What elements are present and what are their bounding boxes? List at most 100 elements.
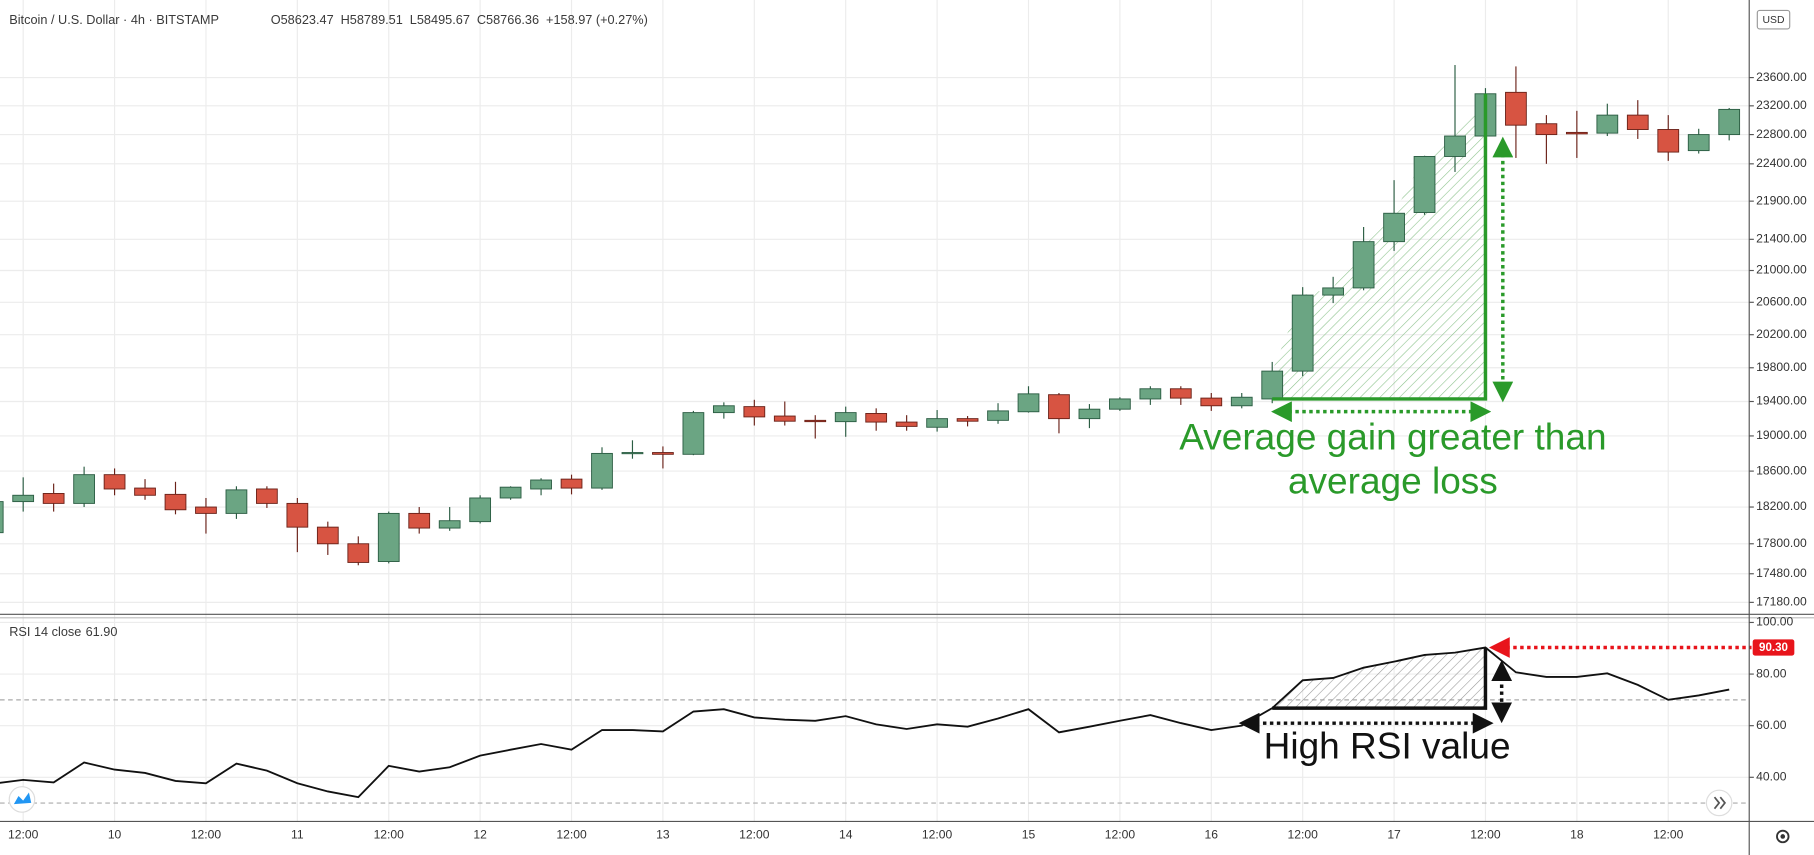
x-tick-label: 16	[1205, 828, 1219, 842]
x-tick-label: 14	[839, 828, 853, 842]
y-tick-label: 18200.00	[1756, 499, 1807, 513]
legend-value: O58623.47	[271, 12, 334, 27]
candle-body	[225, 489, 248, 514]
gain-annotation: average loss	[1288, 459, 1498, 501]
rsi-annotation: High RSI value	[1264, 724, 1511, 766]
x-tick-label: 12:00	[1105, 828, 1136, 842]
candle-body	[1687, 134, 1710, 152]
y-tick-label: 80.00	[1756, 666, 1787, 680]
candle-body	[1048, 394, 1070, 420]
candle-body	[499, 486, 522, 499]
candle-body	[12, 494, 35, 503]
rsi-marker-tag	[1752, 639, 1795, 656]
candle-body	[1626, 114, 1649, 130]
candle-body	[1200, 397, 1223, 407]
y-tick-label: 60.00	[1756, 718, 1787, 732]
y-tick-label: 20200.00	[1756, 327, 1807, 341]
y-tick-label: 20600.00	[1756, 294, 1807, 308]
candle-body	[1078, 408, 1101, 420]
y-tick-label: 17800.00	[1756, 536, 1807, 550]
marks-layer	[0, 65, 1741, 799]
candle-body	[164, 493, 187, 511]
y-tick-label: 40.00	[1756, 769, 1787, 783]
candle-body	[408, 512, 431, 529]
legend-value: +158.97 (+0.27%)	[546, 12, 648, 27]
candle-body	[804, 419, 827, 423]
candle-body	[256, 488, 278, 504]
y-tick-label: 19800.00	[1756, 360, 1807, 374]
candle-body	[377, 512, 400, 562]
y-tick-label: 23600.00	[1756, 70, 1807, 84]
x-tick-label: 10	[108, 828, 122, 842]
y-tick-label: 22800.00	[1756, 127, 1807, 141]
x-tick-label: 11	[291, 828, 304, 842]
x-tick-label: 17	[1387, 828, 1401, 842]
symbol-title: Bitcoin / U.S. Dollar · 4h · BITSTAMP	[9, 12, 219, 27]
ohlc-legend: O58623.47 H58789.51 L58495.67 C58766.36 +158…	[271, 12, 648, 27]
y-tick-label: 17180.00	[1756, 595, 1807, 609]
scroll-to-latest-button[interactable]	[1705, 789, 1733, 817]
logo-button[interactable]	[8, 786, 36, 813]
currency-box	[1756, 9, 1791, 30]
y-tick-label: 19000.00	[1756, 428, 1807, 442]
x-tick-label: 12:00	[1470, 828, 1501, 842]
y-tick-label: 21900.00	[1756, 193, 1807, 207]
legend-value: L58495.67	[410, 12, 470, 27]
x-tick-label: 12:00	[922, 828, 953, 842]
rsi-hatch	[1272, 647, 1486, 709]
rsi-marker-label: 90.30	[1759, 642, 1788, 654]
candle-body	[1657, 129, 1680, 153]
candle-body	[469, 497, 492, 523]
candle-body	[1139, 388, 1162, 400]
x-tick-label: 12:00	[556, 828, 587, 842]
candle-body	[591, 452, 613, 489]
x-tick-label: 12:00	[8, 828, 39, 842]
candle-body	[956, 418, 979, 422]
candle-body	[103, 474, 126, 490]
candle-body	[1718, 108, 1741, 136]
candle-body	[652, 452, 674, 455]
x-tick-label: 13	[656, 828, 670, 842]
y-tick-label: 23200.00	[1756, 98, 1807, 112]
candle-body	[438, 520, 461, 529]
candle-body	[743, 406, 766, 418]
candle-body	[134, 487, 156, 496]
x-tick-label: 12:00	[191, 828, 222, 842]
rsi-bracket	[1272, 647, 1488, 710]
candle-body	[773, 415, 796, 422]
candle-body	[347, 543, 370, 563]
x-tick-label: 12:00	[1288, 828, 1319, 842]
candle-body	[1413, 156, 1436, 213]
candle-body	[195, 506, 217, 514]
candle-body	[987, 410, 1009, 421]
candle-body	[73, 474, 95, 504]
candle-body	[286, 502, 309, 528]
candle-body	[316, 526, 339, 545]
gain-bracket	[1272, 93, 1488, 401]
y-tick-label: 21400.00	[1756, 232, 1807, 246]
x-tick-label: 12:00	[1653, 828, 1684, 842]
candle-body	[1322, 287, 1345, 296]
candle-body	[42, 493, 65, 504]
candle-body	[1596, 114, 1619, 134]
candle-body	[1535, 123, 1558, 136]
x-tick-label: 12:00	[374, 828, 405, 842]
settings-button[interactable]	[1776, 829, 1790, 844]
candle-body	[1444, 135, 1466, 157]
y-tick-label: 21000.00	[1756, 263, 1807, 277]
candle-body	[1291, 294, 1314, 372]
x-tick-label: 18	[1570, 828, 1584, 842]
candle-body	[560, 478, 583, 489]
y-tick-label: 100.00	[1756, 615, 1793, 629]
y-tick-label: 18600.00	[1756, 463, 1807, 477]
legend-value: H58789.51	[341, 12, 403, 27]
candle-body	[1230, 396, 1253, 407]
y-tick-label: 17480.00	[1756, 566, 1807, 580]
candle-body	[1017, 393, 1040, 413]
candle-body	[1109, 398, 1131, 410]
y-tick-label: 22400.00	[1756, 156, 1807, 170]
x-tick-label: 15	[1022, 828, 1036, 842]
